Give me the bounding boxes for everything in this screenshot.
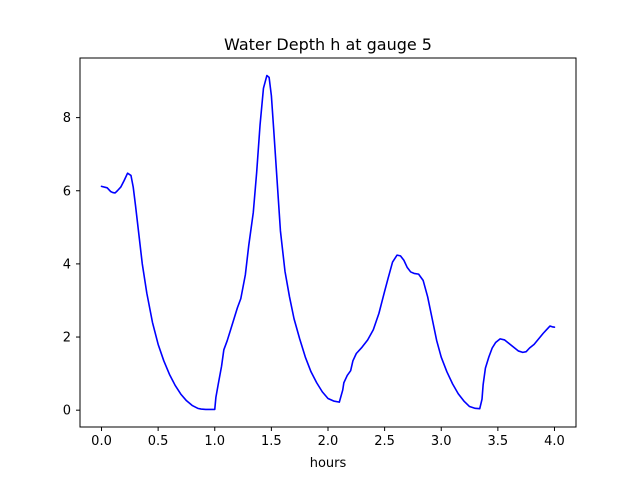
y-tick-label: 8 — [63, 111, 71, 126]
x-axis-ticks: 0.0 0.5 1.0 1.5 2.0 2.5 3.0 3.5 4.0 — [91, 427, 565, 449]
x-tick-label: 2.0 — [318, 434, 339, 449]
x-tick-label: 3.5 — [488, 434, 509, 449]
x-tick-label: 1.5 — [261, 434, 282, 449]
y-axis-ticks: 0 2 4 6 8 — [63, 111, 80, 419]
series-line-gauge-5 — [100, 74, 556, 411]
y-tick-label: 2 — [63, 331, 71, 346]
x-tick-label: 0.5 — [148, 434, 169, 449]
x-tick-label: 1.0 — [204, 434, 225, 449]
y-tick-label: 6 — [63, 184, 71, 199]
x-axis-label: hours — [310, 456, 347, 471]
chart-title: Water Depth h at gauge 5 — [224, 35, 432, 54]
axes-frame — [79, 57, 577, 428]
y-tick-label: 0 — [63, 404, 71, 419]
x-tick-label: 0.0 — [91, 434, 112, 449]
x-tick-label: 3.0 — [431, 434, 452, 449]
x-tick-label: 4.0 — [544, 434, 565, 449]
x-tick-label: 2.5 — [374, 434, 395, 449]
plot-area — [100, 74, 556, 411]
y-tick-label: 4 — [63, 257, 71, 272]
